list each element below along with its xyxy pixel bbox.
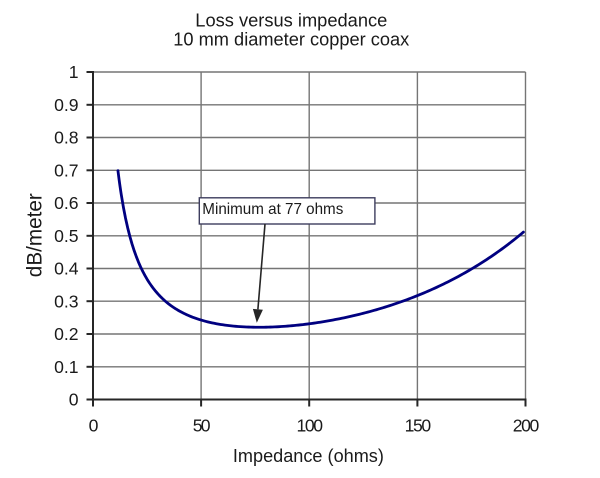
svg-text:0.3: 0.3 bbox=[54, 291, 79, 311]
svg-text:0: 0 bbox=[69, 390, 79, 410]
svg-text:dB/meter: dB/meter bbox=[24, 193, 47, 277]
svg-text:0.1: 0.1 bbox=[54, 357, 78, 377]
svg-text:0.7: 0.7 bbox=[54, 160, 78, 180]
svg-text:50: 50 bbox=[193, 415, 211, 435]
svg-text:0.6: 0.6 bbox=[54, 193, 79, 213]
svg-text:Loss versus impedance: Loss versus impedance bbox=[195, 10, 387, 31]
svg-text:Impedance (ohms): Impedance (ohms) bbox=[233, 445, 384, 466]
svg-text:Minimum at 77 ohms: Minimum at 77 ohms bbox=[202, 201, 343, 218]
svg-text:1: 1 bbox=[69, 62, 79, 82]
svg-text:0: 0 bbox=[89, 415, 99, 435]
svg-text:10 mm diameter copper coax: 10 mm diameter copper coax bbox=[173, 29, 410, 50]
svg-text:150: 150 bbox=[405, 415, 432, 435]
svg-text:100: 100 bbox=[297, 415, 324, 435]
svg-text:0.4: 0.4 bbox=[54, 259, 79, 279]
svg-text:200: 200 bbox=[513, 415, 540, 435]
svg-text:0.5: 0.5 bbox=[54, 226, 79, 246]
svg-text:0.8: 0.8 bbox=[54, 128, 79, 148]
svg-text:0.2: 0.2 bbox=[54, 324, 78, 344]
svg-text:0.9: 0.9 bbox=[54, 95, 78, 115]
